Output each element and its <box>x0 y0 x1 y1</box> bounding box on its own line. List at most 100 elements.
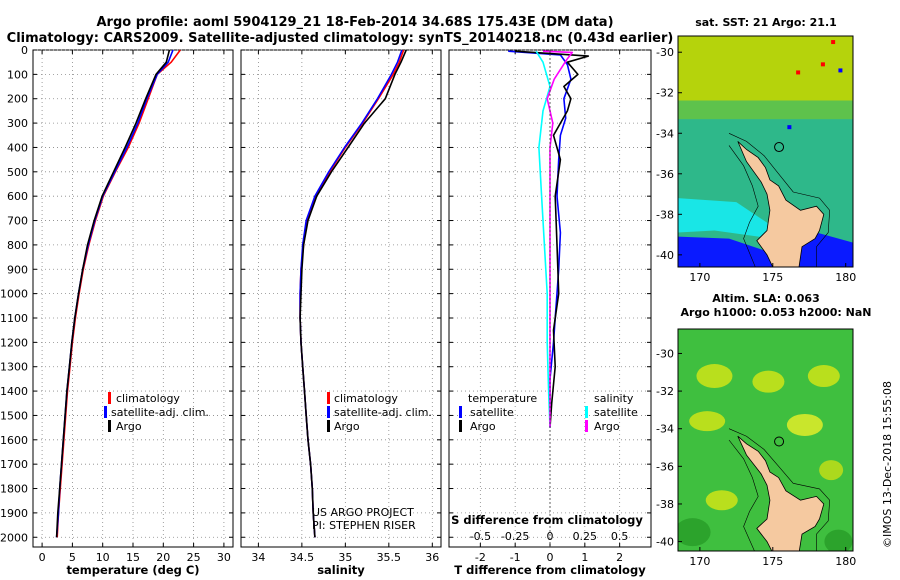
x-tick-label: 34.5 <box>290 551 315 564</box>
sla-anomaly <box>678 518 711 547</box>
sst-pixel <box>820 62 825 67</box>
x-tick-label: 1 <box>581 551 588 564</box>
x-tick-label: 25 <box>187 551 201 564</box>
sla-map-title-line2: Argo h1000: 0.053 h2000: NaN <box>680 306 871 319</box>
depth-axis: 0 100 200 300 400 500 600 700 800 900 1000 1100 1200… <box>0 44 28 544</box>
series-line-argo <box>299 49 407 538</box>
sst-pixel <box>787 125 792 130</box>
x-tick-label: 35 <box>338 551 352 564</box>
legend-s-argo: Argo <box>594 420 620 433</box>
s-tick-label: 0.25 <box>573 530 598 543</box>
s-tick-label: -0.25 <box>501 530 529 543</box>
lat-tick-label: -38 <box>656 498 674 511</box>
legend-salinity-heading: salinity <box>594 392 634 405</box>
legend-argo: Argo <box>334 420 360 433</box>
x-tick-label: -1 <box>510 551 521 564</box>
x-tick-label: 30 <box>217 551 231 564</box>
land-north-island <box>737 141 825 267</box>
sla-anomaly <box>752 370 785 393</box>
depth-tick-label: 1800 <box>0 483 28 496</box>
temperature-legend: climatology satellite-adj. clim. Argo <box>104 392 209 433</box>
legend-swatch-t-argo <box>459 420 462 432</box>
depth-contour <box>728 439 759 551</box>
depth-tick-label: 700 <box>7 215 28 228</box>
x-tick-label: -2 <box>475 551 486 564</box>
depth-tick-label: 2000 <box>0 531 28 544</box>
legend-swatch-t-satellite <box>459 406 462 418</box>
sla-anomaly <box>786 413 823 436</box>
x-tick-label: 20 <box>156 551 170 564</box>
depth-tick-label: 0 <box>21 44 28 57</box>
x-axis-label: temperature (deg C) <box>66 563 199 577</box>
x-tick-label: 35.5 <box>377 551 402 564</box>
lat-tick-label: -40 <box>656 536 674 549</box>
map-background <box>678 329 853 551</box>
lon-tick-label: 175 <box>762 555 783 568</box>
x-tick-label: 34 <box>251 551 265 564</box>
mid-band <box>678 100 853 120</box>
s-difference-ticks: -0.5 -0.25 0 0.25 0.5 <box>470 530 629 543</box>
legend-swatch-satellite <box>327 406 330 418</box>
depth-tick-label: 900 <box>7 263 28 276</box>
sla-anomaly <box>689 411 726 432</box>
land-north-island <box>737 435 825 551</box>
salinity-panel: 34 34.5 35 35.5 36 salinity <box>240 49 442 577</box>
s-tick-label: 0.5 <box>611 530 629 543</box>
legend-swatch-s-argo <box>585 420 588 432</box>
plot-frame <box>240 49 442 548</box>
map-frame <box>677 35 854 268</box>
depth-tick-label: 1600 <box>0 434 28 447</box>
legend-swatch-argo <box>327 420 330 432</box>
sla-anomaly <box>807 365 840 388</box>
depth-tick-label: 1000 <box>0 288 28 301</box>
legend-temperature-heading: temperature <box>468 392 537 405</box>
figure-title-line2: Climatology: CARS2009. Satellite-adjuste… <box>7 31 674 46</box>
x-tick-label: 10 <box>96 551 110 564</box>
legend-satellite-adj: satellite-adj. clim. <box>111 406 209 419</box>
map-frame <box>677 328 854 552</box>
depth-tick-label: 1200 <box>0 336 28 349</box>
depth-contour <box>728 428 831 551</box>
project-credit-line1: US ARGO PROJECT <box>312 506 414 519</box>
lat-tick-label: -32 <box>656 385 674 398</box>
map-field <box>678 329 853 551</box>
s-difference-label: S difference from climatology <box>451 513 643 527</box>
legend-satellite-adj: satellite-adj. clim. <box>334 406 432 419</box>
project-credit-line2: PI: STEPHEN RISER <box>312 519 416 532</box>
lat-tick-label: -38 <box>656 208 674 221</box>
series-line-argo <box>55 49 171 538</box>
difference-panel: -2 -1 0 1 2T difference from climatology <box>448 49 652 577</box>
sst-pixel <box>838 68 843 73</box>
figure-title-line1: Argo profile: aoml 5904129_21 18-Feb-201… <box>96 15 613 30</box>
lon-tick-label: 170 <box>689 555 710 568</box>
lat-tick-label: -34 <box>656 127 674 140</box>
x-axis-label: salinity <box>317 563 365 577</box>
lat-tick-label: -30 <box>656 46 674 59</box>
legend-climatology: climatology <box>116 392 180 405</box>
legend-t-argo: Argo <box>470 420 496 433</box>
legend-swatch-s-satellite <box>585 406 588 418</box>
x-tick-label: 0 <box>39 551 46 564</box>
x-tick-label: 15 <box>126 551 140 564</box>
legend-swatch-satellite <box>104 406 107 418</box>
depth-tick-label: 1500 <box>0 409 28 422</box>
depth-tick-label: 600 <box>7 190 28 203</box>
depth-tick-label: 1100 <box>0 312 28 325</box>
lon-tick-label: 175 <box>762 271 783 284</box>
sst-pixel <box>831 40 836 45</box>
map-field <box>678 36 853 267</box>
depth-tick-label: 1900 <box>0 507 28 520</box>
s-tick-label: -0.5 <box>470 530 491 543</box>
x-axis-label: T difference from climatology <box>454 563 646 577</box>
lat-tick-label: -30 <box>656 347 674 360</box>
series-line-s-satellite <box>535 50 551 428</box>
depth-tick-label: 1400 <box>0 385 28 398</box>
x-tick-label: 2 <box>616 551 623 564</box>
depth-contour <box>728 145 759 267</box>
sst-map-title: sat. SST: 21 Argo: 21.1 <box>695 16 837 29</box>
depth-tick-label: 200 <box>7 93 28 106</box>
lat-tick-label: -36 <box>656 460 674 473</box>
sla-anomaly <box>819 460 844 481</box>
copyright-timestamp: ©IMOS 13-Dec-2018 15:55:08 <box>881 381 894 548</box>
